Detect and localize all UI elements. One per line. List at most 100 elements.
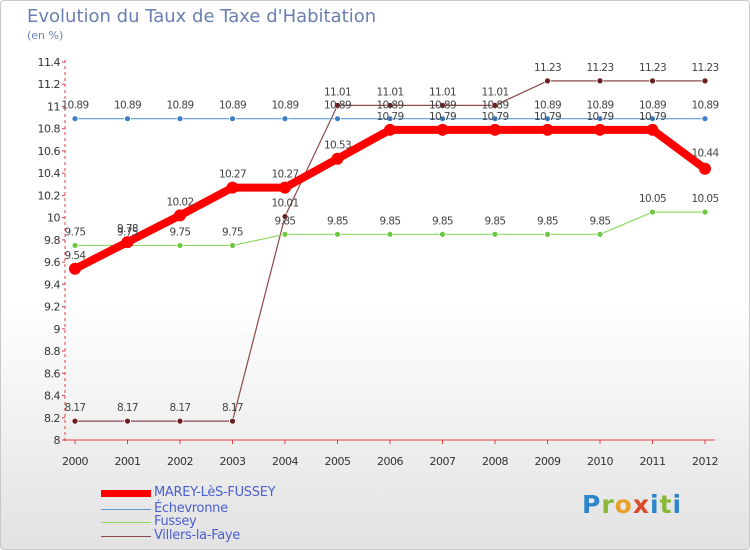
series-2-label-1: 9.75: [117, 226, 138, 238]
series-2-point-12: [701, 208, 709, 216]
series-2-label-8: 9.85: [485, 215, 506, 227]
series-2-label-4: 9.85: [275, 215, 296, 227]
y-tick-label-9: 9.8: [44, 234, 60, 247]
x-tick-label-2001: 2001: [115, 455, 141, 468]
y-tick-label-4: 8.8: [44, 345, 60, 358]
y-tick-label-10: 10: [47, 212, 60, 225]
x-tick-label-2000: 2000: [62, 455, 88, 468]
series-3-point-8: [491, 101, 499, 109]
series-2-point-11: [649, 208, 656, 216]
series-1-label-0: 10.89: [61, 100, 88, 112]
series-3-label-7: 11.01: [429, 86, 456, 98]
x-tick-label-2003: 2003: [220, 455, 246, 468]
y-tick-label-17: 11.4: [38, 56, 61, 69]
series-3-label-12: 11.23: [691, 62, 718, 74]
series-3-point-6: [386, 101, 394, 109]
series-3-point-9: [544, 77, 551, 85]
series-0-label-1: 9.78: [117, 223, 138, 235]
series-3-point-3: [229, 417, 236, 425]
series-0-label-7: 10.79: [429, 111, 456, 123]
series-0-label-4: 10.27: [271, 169, 298, 181]
series-1-point-1: [124, 115, 131, 123]
series-2-point-7: [439, 230, 446, 238]
x-tick-label-2008: 2008: [482, 455, 508, 468]
series-1-label-12: 10.89: [691, 100, 718, 112]
series-0-point-6: [384, 123, 396, 136]
x-tick-label-2005: 2005: [325, 455, 351, 468]
y-tick-label-15: 11: [47, 100, 60, 113]
series-1-point-11: [649, 115, 656, 123]
x-tick-label-2004: 2004: [272, 455, 298, 468]
series-0-label-3: 10.27: [219, 169, 246, 181]
y-tick-label-13: 10.6: [38, 145, 61, 158]
series-2-point-3: [229, 242, 236, 249]
series-0-label-5: 10.53: [324, 140, 351, 152]
series-0-point-8: [489, 123, 501, 136]
y-tick-label-0: 8: [54, 434, 61, 447]
series-1-point-2: [176, 115, 184, 123]
series-1-point-9: [544, 115, 551, 123]
chart-subtitle: (en %): [27, 29, 64, 42]
legend-label-marey: MAREY-LèS-FUSSEY: [154, 485, 276, 500]
series-1-label-8: 10.89: [481, 100, 508, 112]
series-0-label-0: 9.54: [65, 250, 87, 262]
series-0-point-10: [594, 123, 606, 136]
series-0-point-9: [541, 123, 554, 136]
series-2-label-9: 9.85: [537, 215, 558, 227]
series-3-point-0: [71, 417, 79, 425]
series-1-point-7: [439, 115, 446, 123]
series-0-point-12: [699, 162, 711, 175]
legend-swatch-echevronne: [101, 509, 151, 510]
series-3-label-2: 8.17: [170, 402, 191, 414]
series-1-label-10: 10.89: [586, 100, 613, 112]
legend-label-villers: Villers-la-Faye: [154, 528, 240, 543]
legend-swatch-fussey: [101, 522, 151, 523]
series-2-label-11: 10.05: [639, 193, 666, 205]
series-3-label-10: 11.23: [586, 62, 613, 74]
series-2-point-6: [386, 230, 394, 238]
y-tick-label-7: 9.4: [44, 278, 60, 291]
chart-title: Evolution du Taux de Taxe d'Habitation: [27, 6, 377, 27]
series-3-point-7: [439, 101, 446, 109]
series-1-point-8: [491, 115, 499, 123]
series-3-point-1: [124, 417, 131, 425]
series-0-label-9: 10.79: [534, 111, 561, 123]
series-1-point-3: [229, 115, 236, 123]
series-0-point-0: [69, 262, 81, 275]
series-2-label-12: 10.05: [691, 193, 718, 205]
series-3-point-11: [649, 77, 656, 85]
series-3-label-5: 11.01: [324, 86, 351, 98]
series-3-label-8: 11.01: [481, 86, 508, 98]
series-2-label-5: 9.85: [327, 215, 348, 227]
series-2-point-10: [596, 230, 604, 238]
series-2-point-5: [334, 230, 341, 238]
series-3-label-6: 11.01: [376, 86, 403, 98]
series-2-label-10: 9.85: [590, 215, 611, 227]
series-1-point-10: [596, 115, 604, 123]
series-1-label-7: 10.89: [429, 100, 456, 112]
series-2-label-2: 9.75: [170, 226, 191, 238]
legend-label-fussey: Fussey: [154, 514, 197, 529]
y-tick-label-5: 9: [54, 323, 61, 336]
series-0-point-5: [331, 152, 344, 165]
y-tick-label-2: 8.4: [44, 390, 60, 403]
series-0-point-7: [436, 123, 449, 136]
series-1-label-4: 10.89: [271, 100, 298, 112]
series-3-point-5: [334, 101, 341, 109]
x-tick-label-2009: 2009: [535, 455, 561, 468]
y-tick-label-16: 11.2: [38, 78, 61, 91]
series-0-label-6: 10.79: [376, 111, 403, 123]
y-tick-label-8: 9.6: [44, 256, 60, 269]
series-2-point-9: [544, 230, 551, 238]
series-3-point-4: [281, 213, 289, 220]
legend-label-echevronne: Échevronne: [154, 501, 228, 516]
series-3-label-3: 8.17: [222, 402, 243, 414]
series-0-label-11: 10.79: [639, 111, 666, 123]
series-1-label-6: 10.89: [376, 100, 403, 112]
x-tick-label-2012: 2012: [692, 455, 718, 468]
x-tick-label-2011: 2011: [640, 455, 666, 468]
series-2-point-2: [176, 242, 184, 249]
series-0-label-8: 10.79: [481, 111, 508, 123]
series-0-label-2: 10.02: [166, 196, 193, 208]
